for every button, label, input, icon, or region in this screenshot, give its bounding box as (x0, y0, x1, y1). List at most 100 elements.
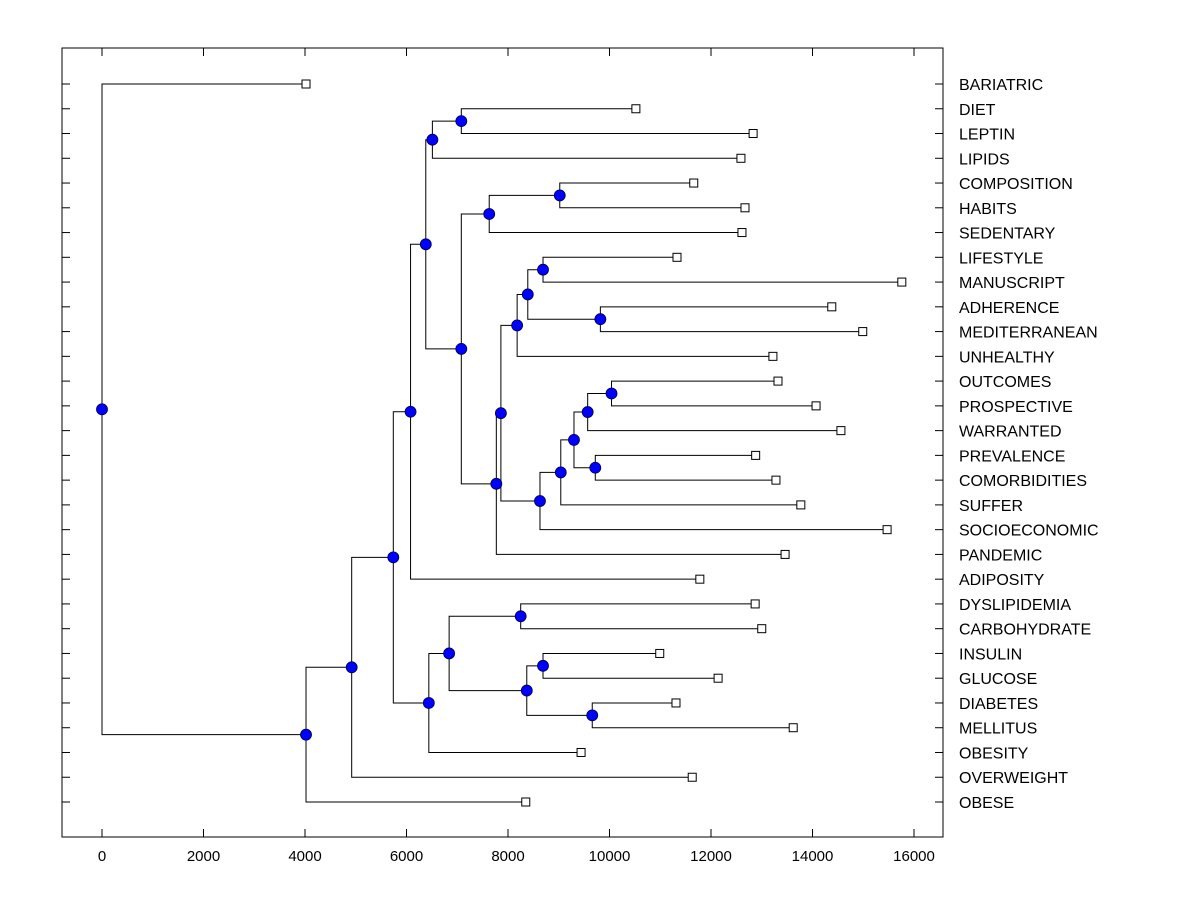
x-tick-label: 10000 (589, 848, 631, 865)
leaf-marker-composition (689, 178, 699, 188)
x-tick-label: 12000 (690, 848, 732, 865)
x-axis: 0 2000 4000 6000 8000 10000 12000 14000 16000 (98, 48, 935, 865)
branch-link (305, 734, 526, 803)
branch-link (611, 393, 817, 407)
leaf-label-leptin: LEPTIN (959, 127, 1015, 144)
leaf-label-obesity: OBESITY (959, 745, 1029, 762)
leaf-marker-prevalence (751, 450, 761, 460)
cluster-node-n-unh-grp (494, 407, 507, 420)
branch-link (305, 666, 352, 735)
branch-link (392, 557, 429, 704)
cluster-node-n-opwpc-suf (554, 466, 567, 479)
x-tick-label: 0 (98, 848, 106, 865)
leaf-marker-carbohydrate (757, 624, 767, 634)
branch-link (495, 483, 786, 555)
plot-border (61, 47, 944, 838)
leaf-label-warranted: WARRANTED (959, 424, 1062, 441)
leaf-label-prevalence: PREVALENCE (959, 448, 1065, 465)
branch-link (460, 348, 497, 485)
leaf-marker-insulin (655, 648, 665, 658)
leaf-marker-sedentary (737, 228, 747, 238)
branch-link (573, 439, 596, 469)
cluster-node-n-prev-comor (589, 461, 602, 474)
branch-link (542, 665, 719, 679)
leaf-marker-bariatric (301, 79, 311, 89)
leaf-label-mellitus: MELLITUS (959, 721, 1037, 738)
branch-link (559, 195, 746, 209)
branch-link (520, 603, 756, 617)
x-tick-label: 14000 (792, 848, 834, 865)
branch-link (591, 702, 676, 716)
cluster-node-n-lmam-unh (511, 319, 524, 332)
branch-link (611, 380, 778, 394)
leaf-label-pandemic: PANDEMIC (959, 547, 1042, 564)
branch-link (101, 83, 307, 410)
branch-link (539, 501, 888, 531)
leaf-marker-diabetes (671, 698, 681, 708)
cluster-node-n-mid-over (345, 661, 358, 674)
branch-link (594, 454, 756, 468)
plot-frame (61, 47, 944, 838)
branch-link (425, 244, 462, 350)
leaf-marker-overweight (687, 772, 697, 782)
leaf-label-suffer: SUFFER (959, 498, 1023, 515)
cluster-node-n-ch-sed (483, 208, 496, 220)
branch-link (428, 652, 450, 703)
leaf-label-dyslipidemia: DYSLIPIDEMIA (959, 597, 1071, 614)
leaf-label-carbohydrate: CARBOHYDRATE (959, 622, 1091, 639)
branch-link (351, 667, 693, 778)
dendrogram-links (101, 83, 902, 803)
cluster-node-n-lower-obesity (422, 697, 435, 709)
branch-link (542, 652, 660, 666)
cluster-node-n-out-pros (605, 387, 618, 400)
branch-link (542, 256, 677, 270)
cluster-node-n-upper (419, 238, 432, 251)
leaf-label-composition: COMPOSITION (959, 176, 1073, 193)
leaf-markers (301, 79, 907, 807)
leaf-marker-manuscript (897, 277, 907, 287)
leaf-marker-comorbidities (771, 475, 781, 485)
branch-link (488, 213, 742, 234)
cluster-node-n-op-war (581, 406, 594, 418)
leaf-label-diabetes: DIABETES (959, 696, 1038, 713)
cluster-node-n-dys-carb (514, 610, 527, 623)
branch-link (431, 120, 462, 140)
leaf-marker-glucose (713, 673, 723, 683)
branch-link (488, 194, 560, 214)
cluster-node-n-adh-med (594, 313, 607, 326)
leaf-marker-obesity (576, 747, 586, 757)
leaf-label-overweight: OVERWEIGHT (959, 770, 1068, 787)
branch-link (520, 616, 762, 630)
leaf-label-lipids: LIPIDS (959, 151, 1010, 168)
leaf-marker-pandemic (780, 549, 790, 559)
leaf-marker-diet (631, 104, 641, 114)
cluster-node-n-upper-adip (404, 405, 417, 418)
leaf-marker-mediterranean (858, 327, 868, 337)
branch-link (599, 319, 863, 333)
branch-link (460, 108, 636, 122)
branch-link (495, 412, 501, 484)
branch-link (591, 715, 794, 729)
branch-link (527, 294, 601, 320)
cluster-node-root (96, 403, 108, 416)
cluster-node-n-comp-habits (553, 189, 566, 202)
leaf-marker-prospective (811, 401, 821, 411)
leaf-label-outcomes: OUTCOMES (959, 374, 1051, 391)
leaf-marker-warranted (836, 426, 846, 436)
leaf-marker-obese (521, 797, 531, 807)
cluster-node-n-dia-mel (586, 709, 599, 722)
branch-link (101, 409, 307, 736)
branch-link (431, 139, 741, 159)
leaf-label-comorbidities: COMORBIDITIES (959, 473, 1087, 490)
node-markers (96, 115, 618, 741)
branch-link (516, 325, 773, 357)
branch-link (500, 413, 540, 502)
cluster-node-n-ins-glu (537, 659, 549, 672)
cluster-node-n-ig-dm (520, 684, 533, 697)
leaf-label-lifestyle: LIFESTYLE (959, 250, 1043, 267)
leaf-marker-socioeconomic (882, 525, 892, 535)
cluster-node-n-grp-pand (490, 477, 503, 490)
leaf-marker-lipids (736, 153, 746, 163)
branch-link (599, 306, 832, 320)
